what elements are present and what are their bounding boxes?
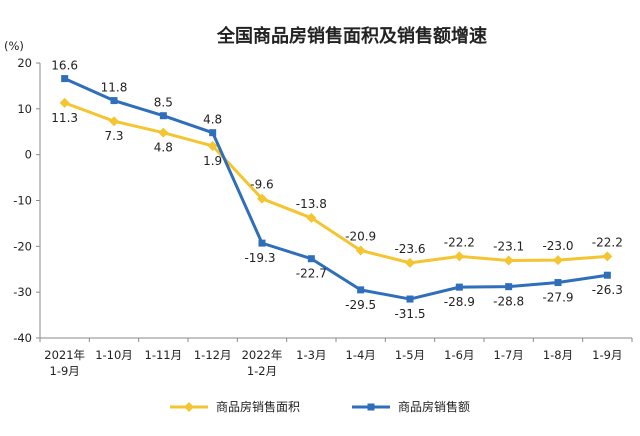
data-point-marker <box>257 193 267 204</box>
x-tick-label: 1-9月 <box>592 348 622 362</box>
x-tick-label: 1-11月 <box>145 348 183 362</box>
data-point-marker <box>258 239 266 247</box>
data-point-marker <box>110 97 118 105</box>
x-tick-label: 2022年 <box>242 348 283 362</box>
data-label: 7.3 <box>104 129 123 143</box>
data-point-marker <box>455 283 463 291</box>
data-label: -23.6 <box>394 242 425 256</box>
data-label: -27.9 <box>542 291 573 305</box>
y-tick-label: -10 <box>13 194 32 208</box>
x-tick-label: 1-7月 <box>494 348 524 362</box>
data-point-marker <box>405 257 415 268</box>
y-tick-label: -40 <box>13 331 32 345</box>
data-point-marker <box>61 75 69 83</box>
x-tick-label: 1-2月 <box>247 364 277 378</box>
series-line-0 <box>64 101 608 265</box>
y-tick-label: 0 <box>25 148 32 162</box>
data-label: -20.9 <box>345 229 376 243</box>
data-labels: 11.3 7.3 4.8 1.9 -9.6 -13.8 -20.9 -23.6 -22.2 -23… <box>51 59 623 321</box>
data-point-marker <box>59 97 70 108</box>
data-label: -22.7 <box>296 267 327 281</box>
data-label: -23.0 <box>542 239 573 253</box>
x-tick-label: 1-12月 <box>194 348 232 362</box>
data-point-marker <box>109 116 119 127</box>
data-point-marker <box>503 255 514 266</box>
x-tick-label: 1-3月 <box>296 348 326 362</box>
y-axis-unit-label: (%) <box>4 39 24 53</box>
data-point-marker <box>357 286 365 294</box>
data-label: -19.3 <box>244 251 275 265</box>
x-tick-label: 1-5月 <box>395 348 425 362</box>
data-point-marker <box>554 279 562 287</box>
data-label: -29.5 <box>345 298 376 312</box>
data-label: -28.9 <box>444 295 475 309</box>
data-point-marker <box>454 251 465 262</box>
data-point-marker <box>159 112 167 120</box>
data-label: 11.3 <box>51 111 78 125</box>
data-point-marker <box>505 283 513 291</box>
data-point-marker <box>207 140 218 151</box>
data-point-marker <box>553 255 563 266</box>
data-label: 8.5 <box>154 96 173 110</box>
legend: 商品房销售面积 商品房销售额 <box>170 399 470 414</box>
data-label: -13.8 <box>296 197 327 211</box>
data-label: -31.5 <box>394 307 425 321</box>
x-tick-label: 2021年 <box>44 348 85 362</box>
data-point-marker <box>406 295 414 303</box>
data-label: 16.6 <box>51 59 78 73</box>
data-label: -28.8 <box>493 295 524 309</box>
data-label: -26.3 <box>592 283 623 297</box>
data-point-marker <box>603 271 611 279</box>
data-label: 1.9 <box>203 154 222 168</box>
data-point-marker <box>602 251 613 262</box>
y-tick-label: -30 <box>13 285 32 299</box>
y-tick-label: 20 <box>17 56 32 70</box>
series-line-1 <box>64 77 608 301</box>
x-tick-label: 1-8月 <box>543 348 573 362</box>
y-tick-label: 10 <box>17 102 32 116</box>
data-label: 11.8 <box>101 81 128 95</box>
data-point-marker <box>306 212 317 223</box>
axes: 20 10 0 -10 -20 -30 -40 2021年 1-9月 1-10月 1-11月 1-12… <box>13 56 633 378</box>
data-label: 4.8 <box>203 113 222 127</box>
data-label: 4.8 <box>154 141 173 155</box>
legend-marker <box>367 403 375 411</box>
series-layer <box>59 75 613 303</box>
data-point-marker <box>307 255 315 263</box>
legend-label: 商品房销售面积 <box>216 399 300 414</box>
x-tick-label: 1-9月 <box>50 364 80 378</box>
data-point-marker <box>355 245 366 256</box>
x-tick-label: 1-10月 <box>95 348 133 362</box>
data-label: -23.1 <box>493 240 524 254</box>
data-point-marker <box>209 129 217 137</box>
x-tick-label: 1-6月 <box>444 348 474 362</box>
data-label: -9.6 <box>250 178 273 192</box>
data-label: -22.2 <box>592 235 623 249</box>
y-tick-label: -20 <box>13 239 32 253</box>
data-point-marker <box>158 127 169 138</box>
legend-label: 商品房销售额 <box>398 399 470 414</box>
chart-title: 全国商品房销售面积及销售额增速 <box>216 25 487 47</box>
x-tick-label: 1-4月 <box>346 348 376 362</box>
data-label: -22.2 <box>444 235 475 249</box>
legend-marker <box>184 402 194 412</box>
